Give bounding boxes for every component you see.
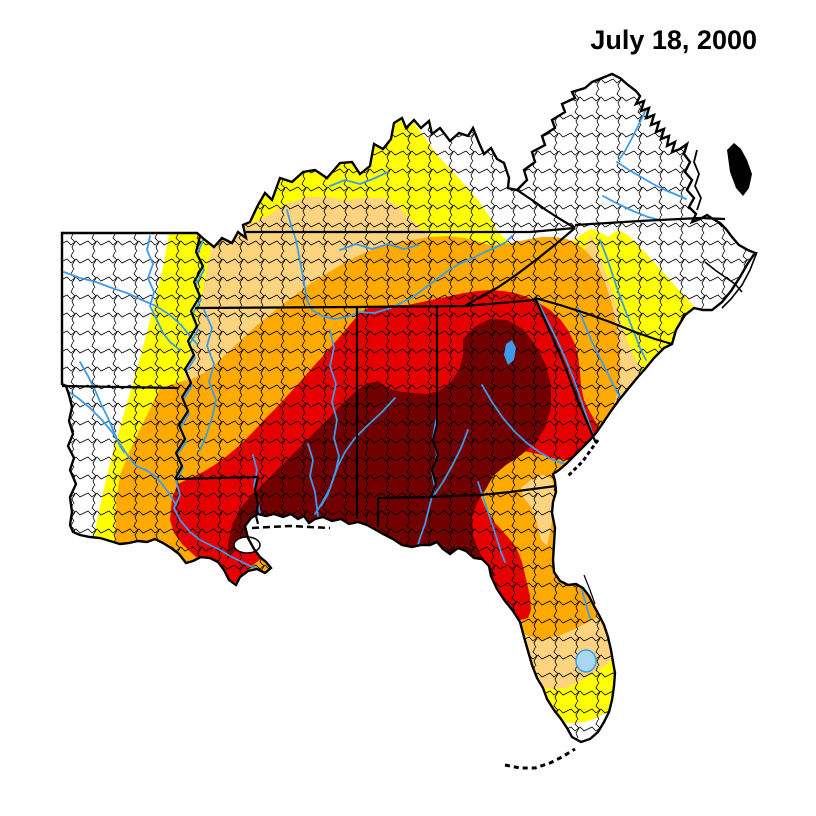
florida-keys [504,747,576,770]
mississippi-barrier-islands [251,524,331,530]
state-borders [61,189,726,527]
outer-banks-barrier-islands [721,251,758,309]
drought-layers [62,74,755,742]
georgia-sea-islands [566,439,600,478]
date-label: July 18, 2000 [590,25,757,55]
chesapeake-bay-shoreline [693,149,702,211]
lake-okeechobee [575,649,597,673]
indian-river-lagoon [583,574,596,605]
county-lines-texture [62,74,755,742]
pamlico-sound-shoreline [704,261,743,293]
lake-clarks-hill [504,340,516,365]
delmarva-peninsula [727,143,752,196]
